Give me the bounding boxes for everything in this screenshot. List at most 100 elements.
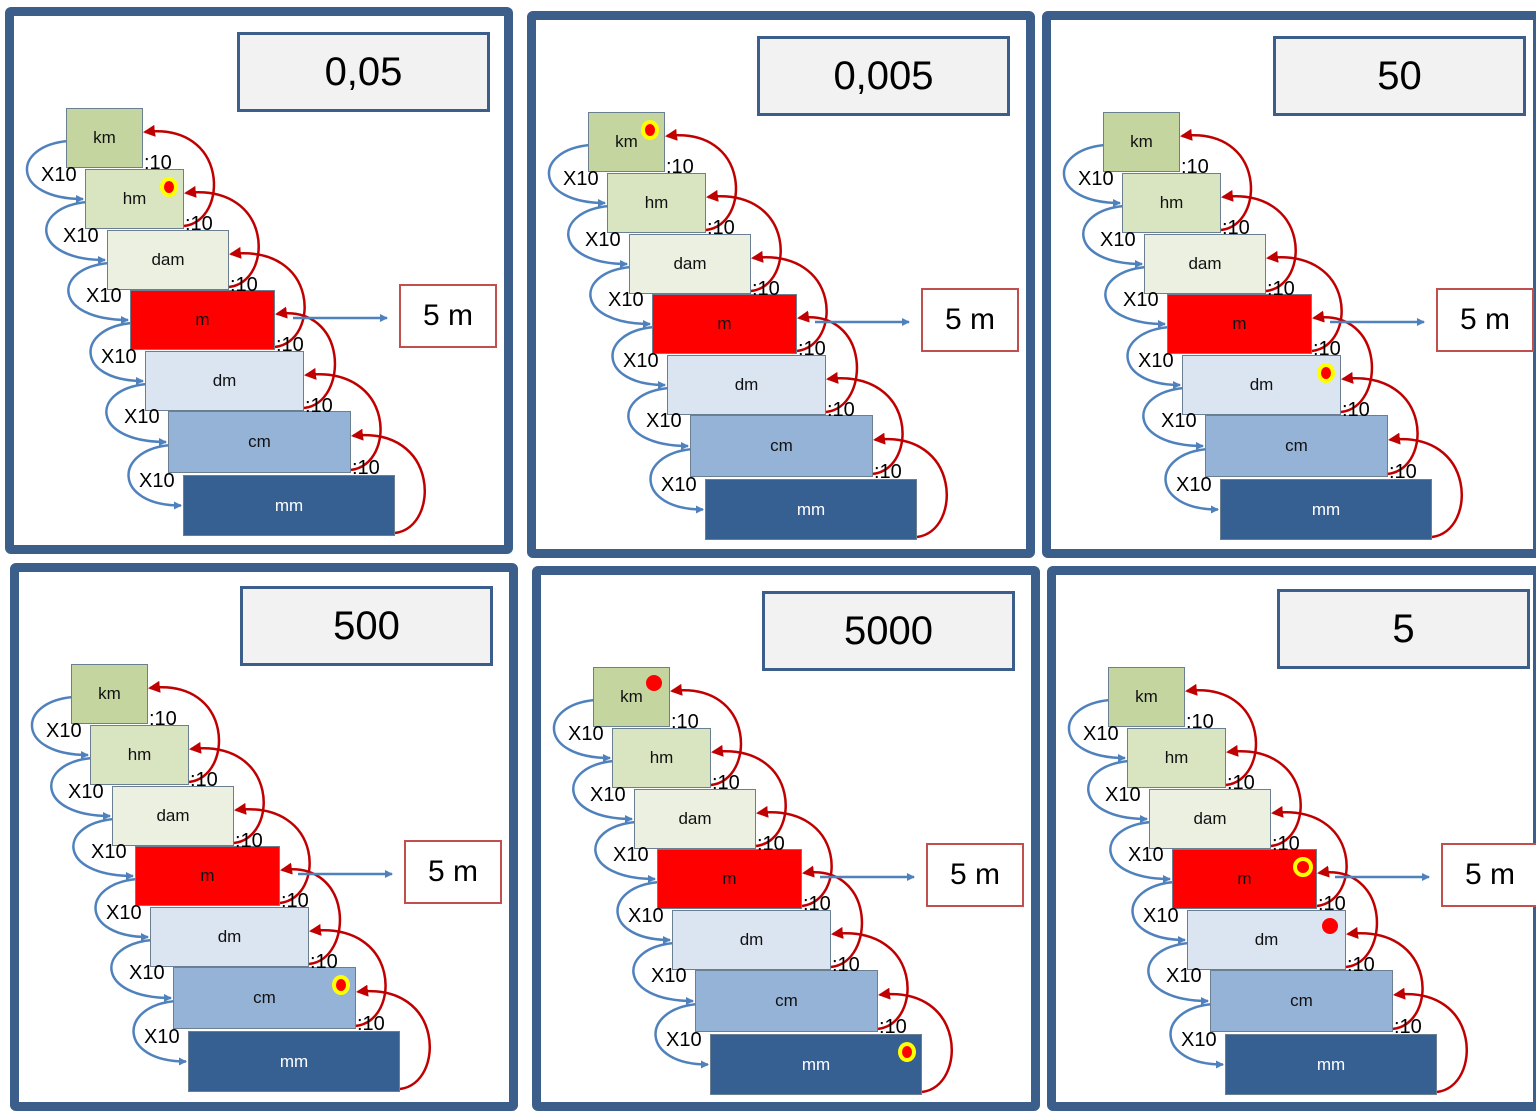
multiply-label: X10 (608, 289, 644, 311)
divide-label: :10 (1222, 217, 1250, 239)
divide-label: :10 (1318, 893, 1346, 915)
answer-box: 0,05 (237, 32, 490, 112)
unit-box-mm: mm (705, 479, 917, 540)
divide-label: :10 (874, 461, 902, 483)
unit-box-m: m (657, 849, 802, 909)
multiply-label: X10 (124, 406, 160, 428)
conversion-card: 500 km hm dam m dm cm mm X10:10 X10:10 X10:10 X10:1… (10, 563, 518, 1111)
divide-label: :10 (827, 399, 855, 421)
multiply-label: X10 (1181, 1029, 1217, 1051)
unit-box-dm: dm (145, 351, 304, 411)
given-value-box: 5 m (921, 288, 1019, 352)
conversion-card: 0,05 km hm dam m dm cm mm X10:10 X10:10 X10:10 X10:… (5, 7, 513, 554)
multiply-label: X10 (1128, 844, 1164, 866)
unit-box-mm: mm (188, 1031, 400, 1092)
divide-label: :10 (230, 274, 258, 296)
decimal-marker (332, 975, 350, 995)
unit-box-km: km (71, 664, 148, 724)
multiply-label: X10 (68, 781, 104, 803)
given-value-box: 5 m (404, 840, 502, 904)
multiply-label: X10 (666, 1029, 702, 1051)
decimal-marker (1322, 918, 1338, 934)
divide-label: :10 (757, 833, 785, 855)
conversion-card: 5 km hm dam m dm cm mm X10:10 X10:10 X10:10 X10:10 X… (1047, 566, 1536, 1111)
unit-box-dm: dm (667, 355, 826, 415)
unit-box-hm: hm (1127, 728, 1226, 788)
divide-label: :10 (671, 711, 699, 733)
multiply-label: X10 (563, 168, 599, 190)
unit-box-hm: hm (612, 728, 711, 788)
answer-box: 5000 (762, 591, 1015, 671)
divide-label: :10 (281, 890, 309, 912)
multiply-label: X10 (1100, 229, 1136, 251)
unit-box-dam: dam (112, 786, 234, 846)
divide-label: :10 (1267, 278, 1295, 300)
multiply-label: X10 (623, 350, 659, 372)
multiply-label: X10 (646, 410, 682, 432)
divide-label: :10 (1272, 833, 1300, 855)
divide-label: :10 (1394, 1016, 1422, 1038)
divide-label: :10 (1186, 711, 1214, 733)
answer-box: 0,005 (757, 36, 1010, 116)
multiply-label: X10 (63, 225, 99, 247)
answer-box: 50 (1273, 36, 1526, 116)
decimal-marker (898, 1042, 916, 1062)
multiply-label: X10 (1138, 350, 1174, 372)
given-value-box: 5 m (926, 843, 1024, 907)
multiply-label: X10 (568, 723, 604, 745)
multiply-label: X10 (1083, 723, 1119, 745)
divide-label: :10 (310, 951, 338, 973)
divide-label: :10 (357, 1013, 385, 1035)
unit-box-dam: dam (107, 230, 229, 290)
multiply-label: X10 (1161, 410, 1197, 432)
divide-label: :10 (1389, 461, 1417, 483)
decimal-marker (646, 675, 662, 691)
unit-box-km: km (1108, 667, 1185, 727)
decimal-marker (641, 120, 659, 140)
divide-label: :10 (879, 1016, 907, 1038)
answer-box: 5 (1277, 589, 1530, 669)
conversion-card: 5000 km hm dam m dm cm mm X10:10 X10:10 X10:10 X10:… (532, 566, 1040, 1111)
multiply-label: X10 (651, 965, 687, 987)
divide-label: :10 (235, 830, 263, 852)
multiply-label: X10 (91, 841, 127, 863)
decimal-marker (1293, 857, 1313, 877)
multiply-label: X10 (41, 164, 77, 186)
given-value-box: 5 m (1436, 288, 1534, 352)
unit-box-cm: cm (1210, 970, 1393, 1032)
unit-box-hm: hm (607, 173, 706, 233)
decimal-marker (1317, 363, 1335, 383)
multiply-label: X10 (661, 474, 697, 496)
divide-label: :10 (190, 769, 218, 791)
unit-box-m: m (652, 294, 797, 354)
multiply-label: X10 (139, 470, 175, 492)
divide-label: :10 (798, 338, 826, 360)
unit-box-cm: cm (173, 967, 356, 1029)
given-value-box: 5 m (399, 284, 497, 348)
divide-label: :10 (666, 156, 694, 178)
multiply-label: X10 (1078, 168, 1114, 190)
decimal-marker (160, 177, 178, 197)
unit-box-hm: hm (1122, 173, 1221, 233)
divide-label: :10 (832, 954, 860, 976)
multiply-label: X10 (101, 346, 137, 368)
divide-label: :10 (712, 772, 740, 794)
given-value-box: 5 m (1441, 843, 1536, 907)
unit-box-hm: hm (90, 725, 189, 785)
divide-label: :10 (352, 457, 380, 479)
unit-box-m: m (1167, 294, 1312, 354)
unit-box-m: m (135, 846, 280, 906)
divide-label: :10 (707, 217, 735, 239)
divide-label: :10 (185, 213, 213, 235)
unit-box-mm: mm (183, 475, 395, 536)
divide-label: :10 (305, 395, 333, 417)
unit-box-cm: cm (168, 411, 351, 473)
divide-label: :10 (1347, 954, 1375, 976)
unit-box-m: m (1172, 849, 1317, 909)
multiply-label: X10 (1123, 289, 1159, 311)
divide-label: :10 (276, 334, 304, 356)
unit-box-cm: cm (695, 970, 878, 1032)
unit-box-dm: dm (150, 907, 309, 967)
multiply-label: X10 (106, 902, 142, 924)
divide-label: :10 (149, 708, 177, 730)
